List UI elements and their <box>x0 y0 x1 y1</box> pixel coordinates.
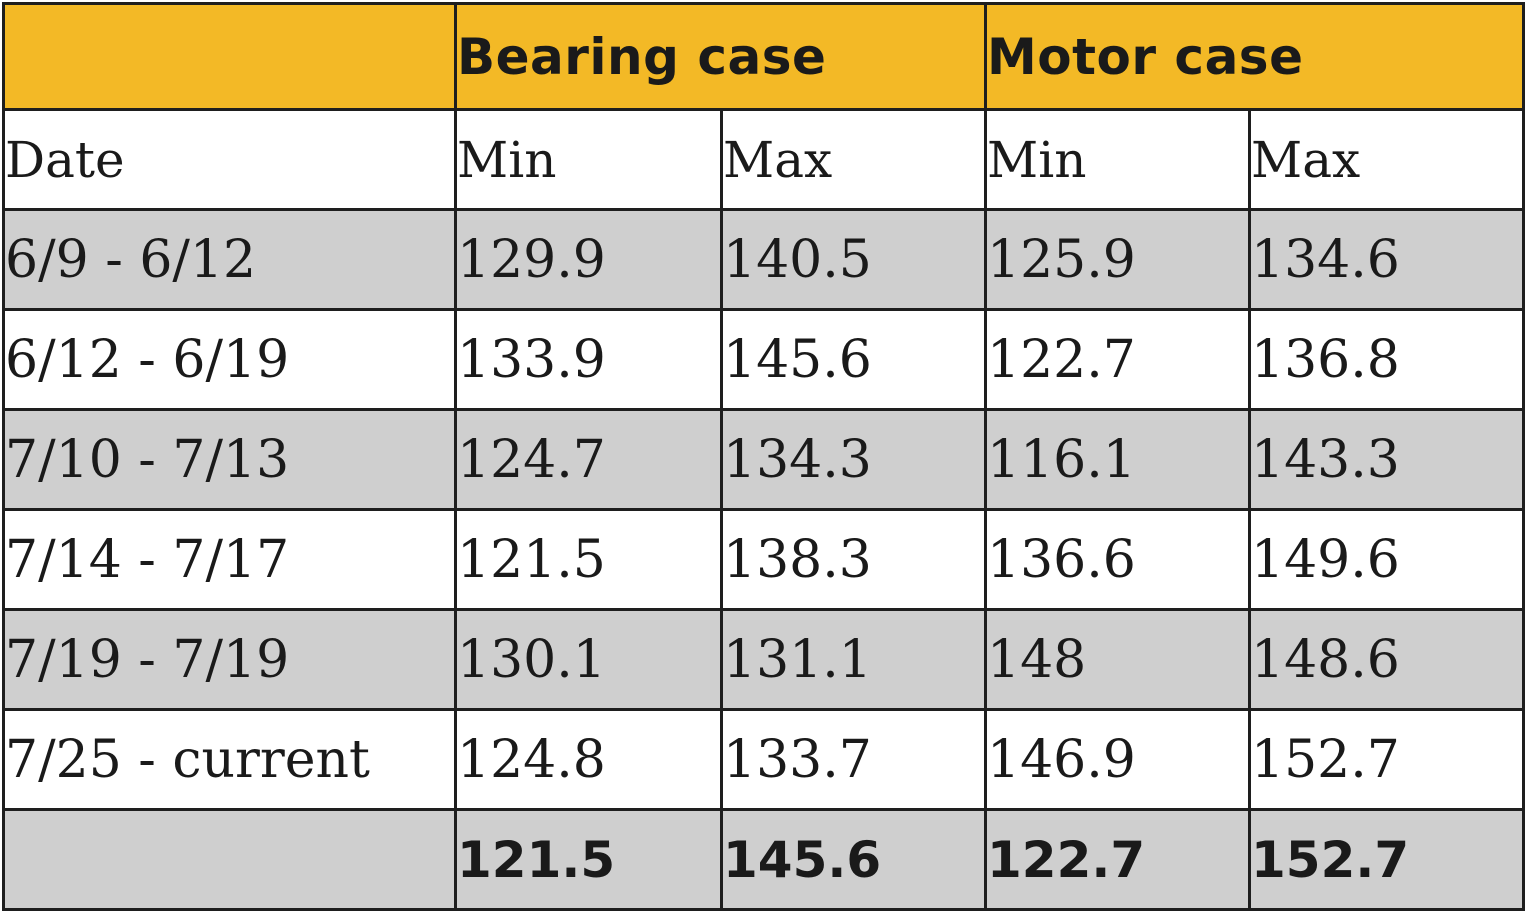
date-cell: 7/25 - current <box>2 708 457 811</box>
bearing-max-cell: 145.6 <box>720 308 987 411</box>
bearing-max-cell: 138.3 <box>720 508 987 611</box>
bearing-max-cell: 140.5 <box>720 208 987 311</box>
bearing-min-cell: 130.1 <box>454 608 723 711</box>
totals-label-cell <box>2 808 457 911</box>
date-cell: 7/19 - 7/19 <box>2 608 457 711</box>
totals-row: 121.5 145.6 122.7 152.7 <box>2 808 1525 911</box>
motor-max-cell: 143.3 <box>1248 408 1525 511</box>
bearing-min-cell: 121.5 <box>454 508 723 611</box>
date-cell: 6/12 - 6/19 <box>2 308 457 411</box>
motor-min-header: Min <box>984 108 1251 211</box>
motor-case-header: Motor case <box>984 2 1525 111</box>
motor-min-total: 122.7 <box>984 808 1251 911</box>
bearing-min-header: Min <box>454 108 723 211</box>
bearing-min-cell: 124.7 <box>454 408 723 511</box>
motor-max-cell: 152.7 <box>1248 708 1525 811</box>
bearing-min-cell: 133.9 <box>454 308 723 411</box>
motor-max-header: Max <box>1248 108 1525 211</box>
bearing-max-cell: 134.3 <box>720 408 987 511</box>
bearing-min-cell: 129.9 <box>454 208 723 311</box>
motor-min-cell: 125.9 <box>984 208 1251 311</box>
bearing-min-total: 121.5 <box>454 808 723 911</box>
bearing-max-cell: 133.7 <box>720 708 987 811</box>
date-column-header: Date <box>2 108 457 211</box>
date-cell: 6/9 - 6/12 <box>2 208 457 311</box>
motor-max-cell: 148.6 <box>1248 608 1525 711</box>
table-row: 7/14 - 7/17 121.5 138.3 136.6 149.6 <box>2 508 1525 611</box>
bearing-max-header: Max <box>720 108 987 211</box>
motor-max-cell: 134.6 <box>1248 208 1525 311</box>
column-header-row: Date Min Max Min Max <box>2 108 1525 211</box>
motor-min-cell: 148 <box>984 608 1251 711</box>
motor-max-cell: 149.6 <box>1248 508 1525 611</box>
table-row: 6/12 - 6/19 133.9 145.6 122.7 136.8 <box>2 308 1525 411</box>
motor-min-cell: 136.6 <box>984 508 1251 611</box>
bearing-max-cell: 131.1 <box>720 608 987 711</box>
motor-min-cell: 146.9 <box>984 708 1251 811</box>
date-cell: 7/14 - 7/17 <box>2 508 457 611</box>
motor-min-cell: 122.7 <box>984 308 1251 411</box>
header-blank-cell <box>2 2 457 111</box>
table-row: 6/9 - 6/12 129.9 140.5 125.9 134.6 <box>2 208 1525 311</box>
bearing-min-cell: 124.8 <box>454 708 723 811</box>
date-cell: 7/10 - 7/13 <box>2 408 457 511</box>
table-row: 7/10 - 7/13 124.7 134.3 116.1 143.3 <box>2 408 1525 511</box>
bearing-max-total: 145.6 <box>720 808 987 911</box>
motor-max-total: 152.7 <box>1248 808 1525 911</box>
table-row: 7/19 - 7/19 130.1 131.1 148 148.6 <box>2 608 1525 711</box>
table-row: 7/25 - current 124.8 133.7 146.9 152.7 <box>2 708 1525 811</box>
group-header-row: Bearing case Motor case <box>2 2 1525 111</box>
motor-min-cell: 116.1 <box>984 408 1251 511</box>
motor-max-cell: 136.8 <box>1248 308 1525 411</box>
bearing-case-header: Bearing case <box>454 2 987 111</box>
